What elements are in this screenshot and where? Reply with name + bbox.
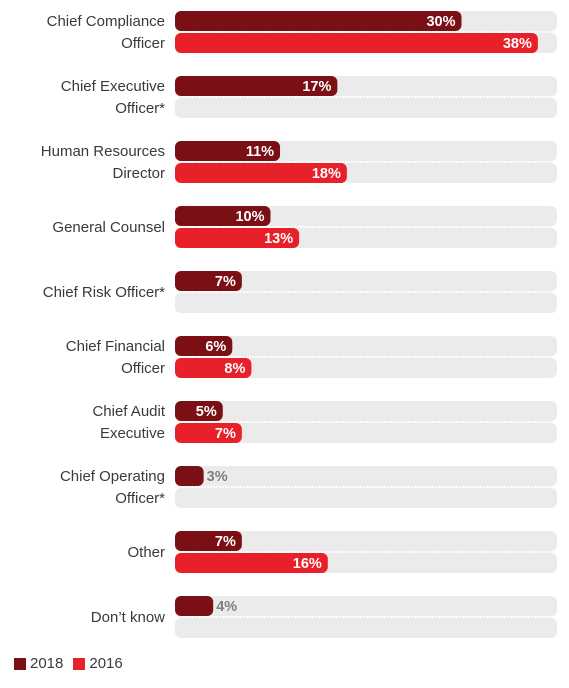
bar-don-t-know-2018 [175, 596, 214, 616]
bar-chief-compliance-officer-2016 [175, 33, 538, 53]
bar-chief-risk-officer-2018 [175, 271, 242, 291]
category-label-chief-operating-officer-1: Officer* [115, 490, 165, 507]
bar-human-resources-director-2018 [175, 141, 281, 161]
track-general-counsel-2018 [175, 206, 557, 226]
track-chief-risk-officer-2018 [175, 271, 557, 291]
category-label-chief-executive-officer-1: Officer* [115, 100, 165, 117]
category-label-chief-financial-officer-0: Chief Financial [66, 338, 165, 355]
category-label-human-resources-director-1: Director [112, 165, 165, 182]
bar-general-counsel-2016 [175, 228, 300, 248]
bar-human-resources-director-2016 [175, 163, 347, 183]
value-label-other-2016: 16% [293, 556, 322, 572]
category-label-chief-operating-officer-0: Chief Operating [60, 468, 165, 485]
value-label-don-t-know-2018: 4% [216, 599, 237, 615]
track-don-t-know-2016 [175, 618, 557, 638]
bar-other-2018 [175, 531, 242, 551]
value-label-human-resources-director-2018: 11% [246, 144, 274, 160]
value-label-chief-compliance-officer-2018: 30% [426, 14, 455, 30]
category-label-other-0: Other [127, 544, 165, 561]
value-label-general-counsel-2016: 13% [264, 231, 293, 247]
value-label-chief-risk-officer-2018: 7% [215, 274, 236, 290]
legend: 2018 2016 [14, 655, 133, 672]
bar-other-2016 [175, 553, 328, 573]
track-chief-operating-officer-2016 [175, 488, 557, 508]
bar-chief-financial-officer-2018 [175, 336, 233, 356]
track-don-t-know-2018 [175, 596, 557, 616]
legend-swatch-2018 [14, 657, 26, 670]
track-chief-audit-executive-2016 [175, 423, 557, 443]
value-label-chief-operating-officer-2018: 3% [207, 469, 228, 485]
value-label-chief-financial-officer-2016: 8% [224, 361, 245, 377]
value-label-other-2018: 7% [215, 534, 236, 550]
category-label-general-counsel-0: General Counsel [52, 219, 165, 236]
value-label-chief-audit-executive-2016: 7% [215, 426, 236, 442]
category-label-chief-audit-executive-0: Chief Audit [92, 403, 165, 420]
category-label-don-t-know-0: Don’t know [91, 609, 165, 626]
value-label-chief-audit-executive-2018: 5% [196, 404, 217, 420]
bar-general-counsel-2018 [175, 206, 271, 226]
value-label-chief-financial-officer-2018: 6% [205, 339, 226, 355]
legend-label-2018: 2018 [30, 655, 64, 672]
track-chief-financial-officer-2016 [175, 358, 557, 378]
legend-swatch-2016 [73, 657, 86, 670]
category-label-human-resources-director-0: Human Resources [41, 143, 165, 160]
bar-chief-operating-officer-2018 [175, 466, 204, 486]
value-label-chief-executive-officer-2018: 17% [302, 79, 331, 95]
bar-chief-financial-officer-2016 [175, 358, 252, 378]
value-label-chief-compliance-officer-2016: 38% [503, 36, 532, 52]
value-label-general-counsel-2018: 10% [235, 209, 264, 225]
category-label-chief-risk-officer-0: Chief Risk Officer* [43, 284, 165, 301]
category-label-chief-compliance-officer-1: Officer [121, 35, 165, 52]
track-chief-executive-officer-2016 [175, 98, 557, 118]
legend-label-2016: 2016 [89, 655, 123, 672]
bar-chief-audit-executive-2016 [175, 423, 242, 443]
track-chief-risk-officer-2016 [175, 293, 557, 313]
track-chief-financial-officer-2018 [175, 336, 557, 356]
legend-item-2016: 2016 [73, 655, 123, 672]
legend-item-2018: 2018 [14, 655, 63, 672]
track-chief-operating-officer-2018 [175, 466, 557, 486]
track-other-2018 [175, 531, 557, 551]
bar-chief-executive-officer-2018 [175, 76, 338, 96]
bar-chief-compliance-officer-2018 [175, 11, 462, 31]
value-label-human-resources-director-2016: 18% [312, 166, 341, 182]
category-label-chief-financial-officer-1: Officer [121, 360, 165, 377]
category-label-chief-compliance-officer-0: Chief Compliance [47, 13, 165, 30]
category-label-chief-executive-officer-0: Chief Executive [61, 78, 165, 95]
bar-chief-audit-executive-2018 [175, 401, 223, 421]
track-chief-audit-executive-2018 [175, 401, 557, 421]
category-label-chief-audit-executive-1: Executive [100, 425, 165, 442]
